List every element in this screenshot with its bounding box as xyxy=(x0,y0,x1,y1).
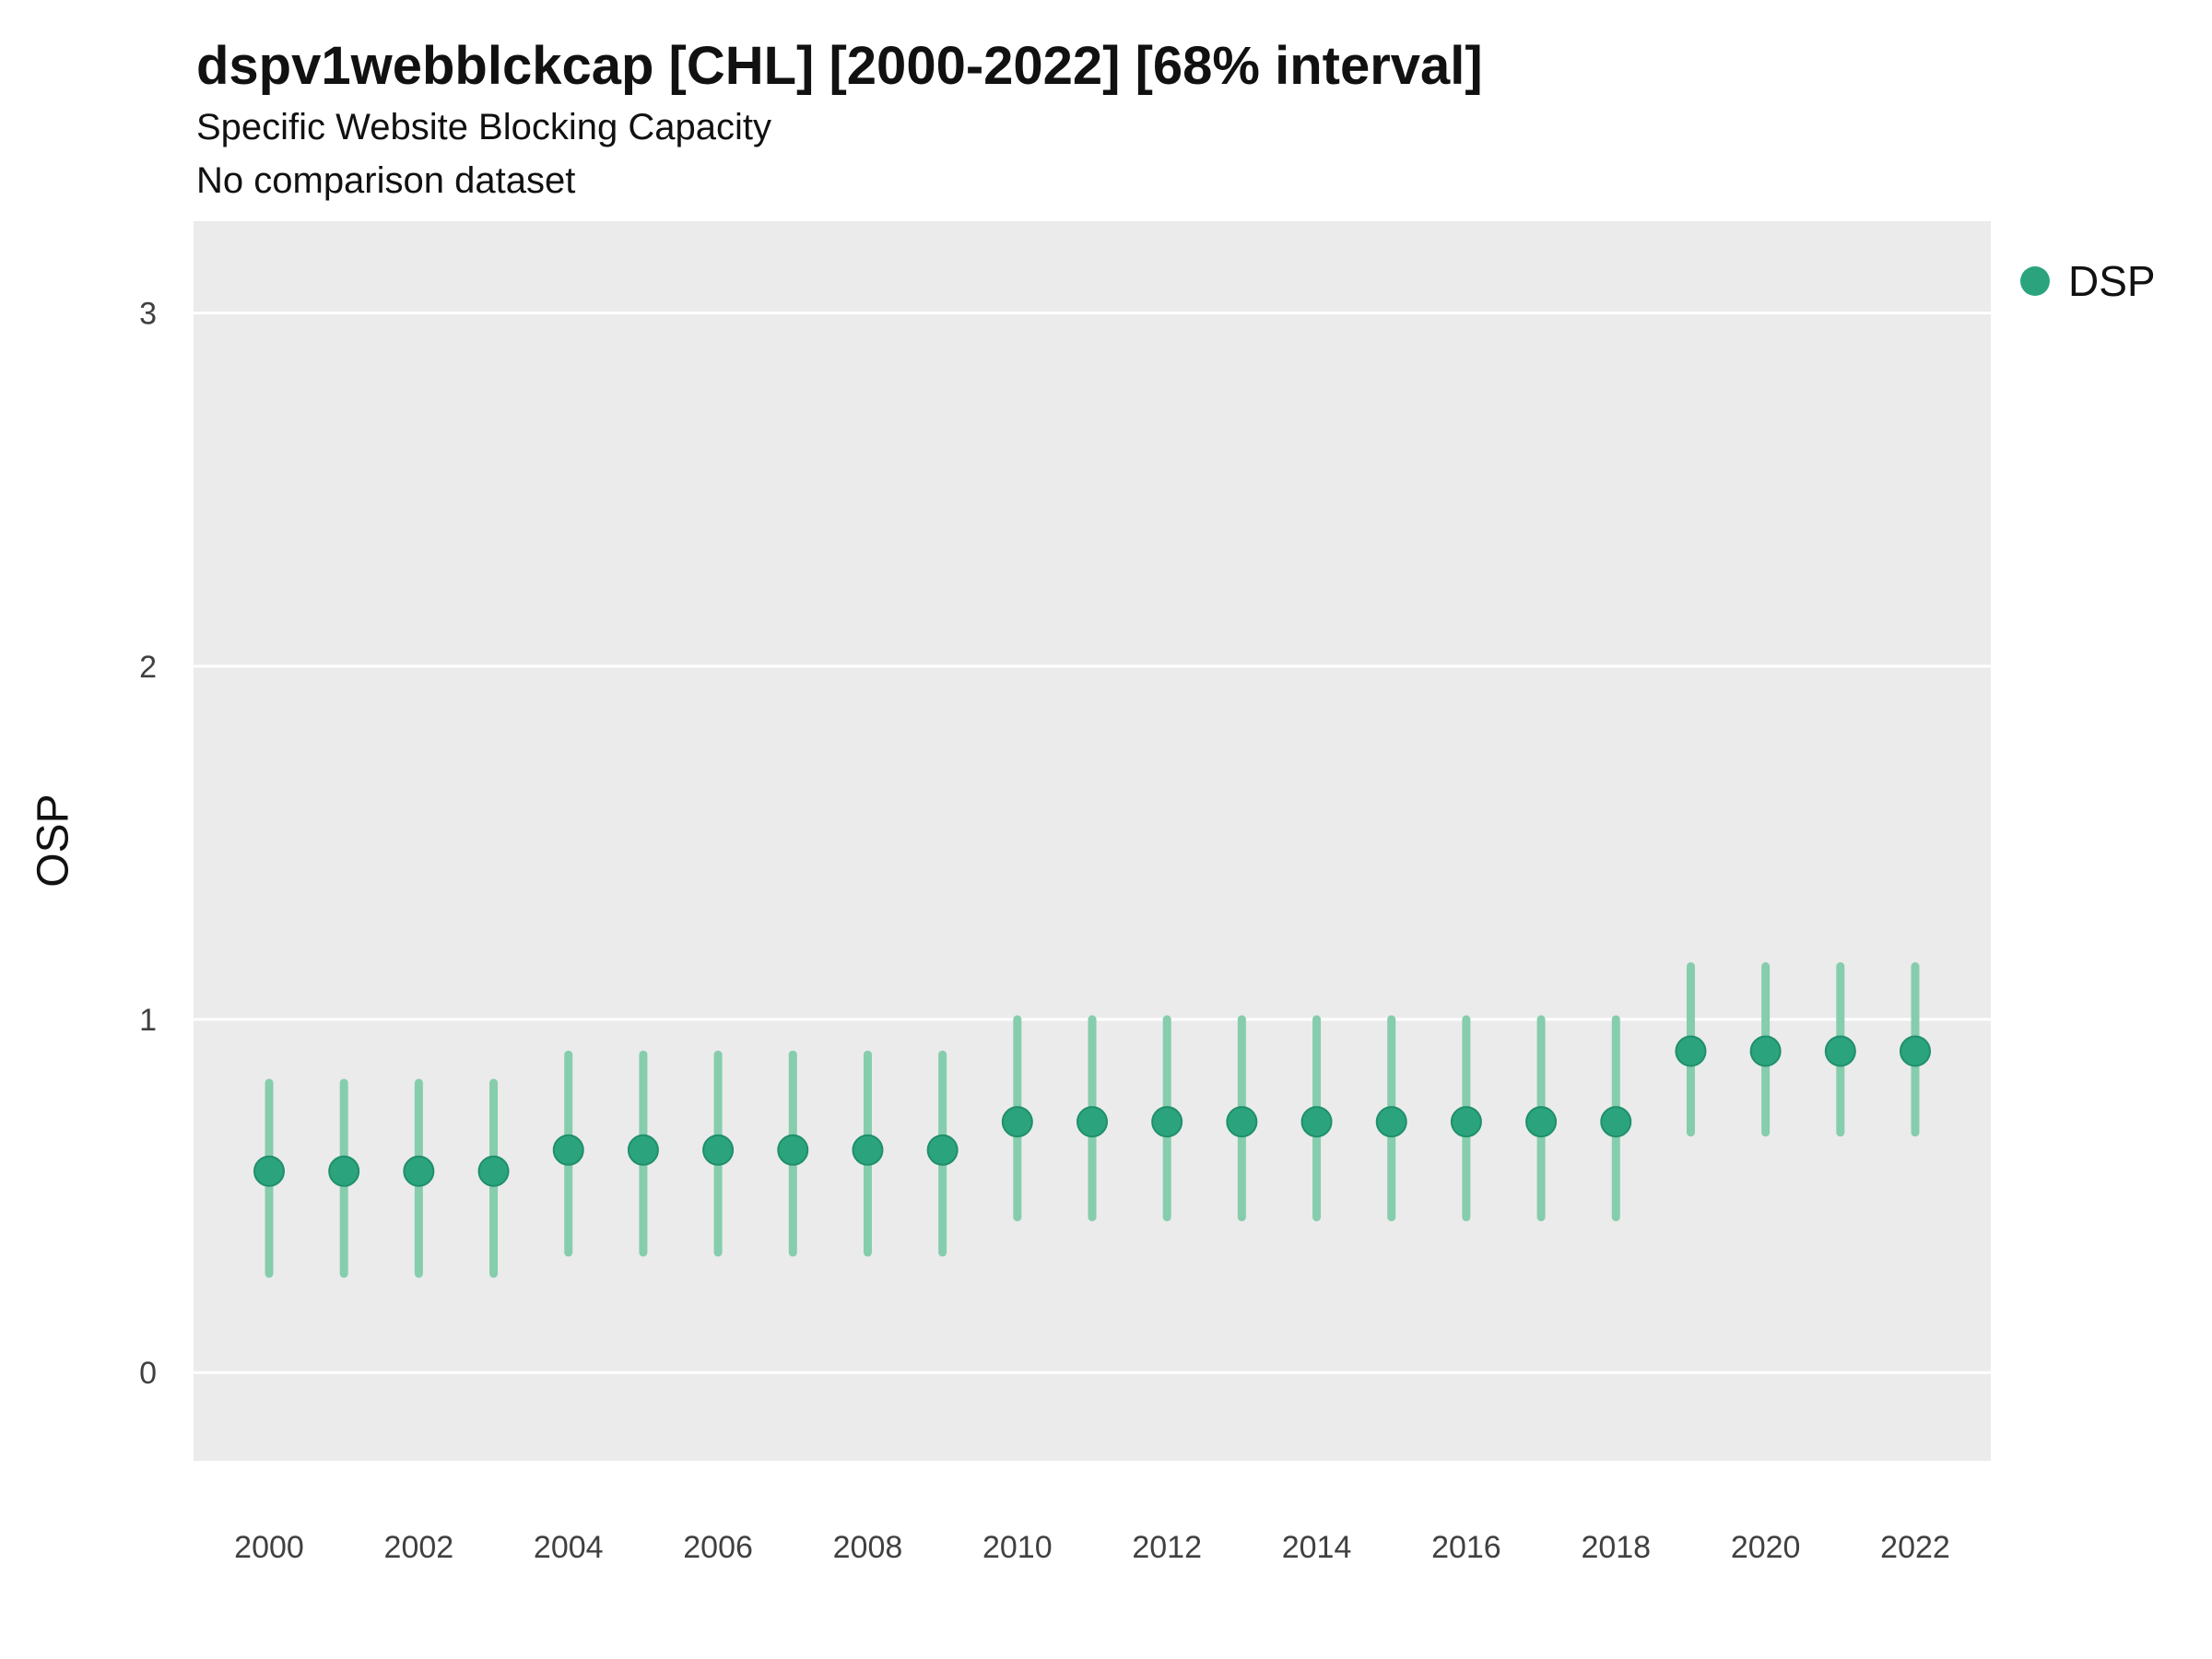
legend-label-dsp: DSP xyxy=(2068,257,2156,305)
data-point-2017 xyxy=(1525,1106,1558,1138)
x-tick-label-2010: 2010 xyxy=(982,1530,1053,1565)
x-tick-label-2012: 2012 xyxy=(1132,1530,1202,1565)
data-point-2005 xyxy=(627,1134,659,1166)
data-point-2002 xyxy=(403,1155,435,1187)
data-point-2006 xyxy=(702,1134,735,1166)
x-tick-label-2002: 2002 xyxy=(384,1530,454,1565)
data-point-2007 xyxy=(777,1134,809,1166)
data-point-2022 xyxy=(1900,1035,1931,1067)
x-tick-label-2000: 2000 xyxy=(234,1530,304,1565)
data-point-2019 xyxy=(1675,1035,1707,1067)
data-point-2020 xyxy=(1749,1035,1782,1067)
x-tick-label-2006: 2006 xyxy=(683,1530,753,1565)
x-tick-label-2018: 2018 xyxy=(1581,1530,1651,1565)
y-tick-label-0: 0 xyxy=(139,1356,157,1391)
data-point-2018 xyxy=(1600,1106,1632,1138)
chart-subtitle: Specific Website Blocking Capacity xyxy=(196,107,771,147)
data-point-2004 xyxy=(552,1134,584,1166)
panel-background xyxy=(194,221,1991,1461)
y-tick-label-1: 1 xyxy=(139,1003,157,1038)
x-tick-label-2014: 2014 xyxy=(1282,1530,1352,1565)
data-point-2021 xyxy=(1824,1035,1856,1067)
data-point-2003 xyxy=(477,1155,510,1187)
data-point-2015 xyxy=(1375,1106,1407,1138)
data-point-2011 xyxy=(1077,1106,1108,1138)
legend: DSP xyxy=(2020,256,2156,306)
legend-dot-dsp xyxy=(2020,266,2050,296)
data-point-2014 xyxy=(1300,1106,1333,1138)
y-tick-label-2: 2 xyxy=(139,650,157,685)
data-point-2013 xyxy=(1226,1106,1258,1138)
data-point-2012 xyxy=(1151,1106,1183,1138)
data-point-2001 xyxy=(328,1155,360,1187)
data-point-2000 xyxy=(253,1155,285,1187)
y-tick-label-3: 3 xyxy=(139,297,157,332)
data-point-2010 xyxy=(1001,1106,1033,1138)
data-point-2009 xyxy=(926,1134,959,1166)
x-tick-label-2020: 2020 xyxy=(1731,1530,1801,1565)
data-point-2016 xyxy=(1450,1106,1482,1138)
x-tick-label-2022: 2022 xyxy=(1880,1530,1950,1565)
x-tick-label-2016: 2016 xyxy=(1431,1530,1501,1565)
chart-note: No comparison dataset xyxy=(196,160,576,201)
chart-title: dspv1webblckcap [CHL] [2000-2022] [68% i… xyxy=(196,36,1483,96)
x-tick-label-2008: 2008 xyxy=(833,1530,903,1565)
x-tick-label-2004: 2004 xyxy=(534,1530,604,1565)
data-point-2008 xyxy=(852,1134,884,1166)
